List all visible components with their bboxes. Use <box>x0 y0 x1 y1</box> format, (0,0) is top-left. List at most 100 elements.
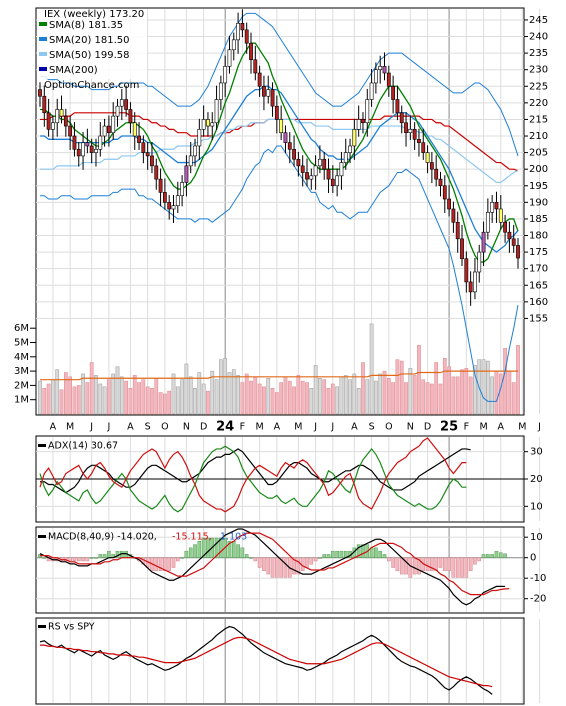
candle-body <box>451 208 456 223</box>
price-tick-label: 205 <box>529 148 548 159</box>
volume-bar <box>223 357 228 415</box>
candle-body <box>511 238 516 246</box>
month-label: F <box>240 422 245 433</box>
macd-histogram-bar <box>318 557 322 559</box>
month-label: A <box>127 422 134 433</box>
macd-histogram-bar <box>68 557 72 562</box>
adx--di-line <box>39 437 467 513</box>
volume-bar <box>128 388 133 415</box>
macd-histogram-bar <box>387 557 391 562</box>
candle-body <box>89 145 94 153</box>
macd-histogram-bar <box>270 557 275 578</box>
month-label: D <box>424 422 431 433</box>
volume-bar <box>158 392 163 415</box>
volume-bar <box>283 376 288 415</box>
volume-bar <box>313 365 318 415</box>
macd-histogram-bar <box>184 550 189 558</box>
candle-body <box>494 202 499 210</box>
candle-body <box>326 168 331 180</box>
macd-histogram-bar <box>378 550 382 558</box>
macd-histogram-bar <box>279 557 283 578</box>
candle-body <box>348 145 352 153</box>
candle-body <box>343 152 348 163</box>
volume-bar <box>309 388 314 415</box>
candle-body <box>115 105 120 117</box>
macd-histogram-bar <box>361 544 365 558</box>
macd-histogram-bar <box>253 557 258 562</box>
candle-body <box>412 129 417 140</box>
candle-body <box>442 185 447 200</box>
candle-body <box>111 115 116 134</box>
candle-body <box>227 49 232 67</box>
macd-histogram-bar <box>464 557 469 578</box>
macd-histogram-bar <box>305 557 309 568</box>
candlesticks <box>38 9 520 306</box>
macd-histogram-bar <box>176 557 180 562</box>
volume-bar <box>55 369 60 415</box>
candle-body <box>287 142 292 150</box>
candle-body <box>197 129 202 147</box>
candle-body <box>141 142 146 153</box>
rs-rs-line <box>39 625 493 695</box>
month-label: J <box>537 422 541 433</box>
volume-tick-label: 4M <box>14 352 29 363</box>
volume-bar <box>292 386 296 415</box>
candle-body <box>498 208 503 223</box>
candle-body <box>417 139 421 143</box>
macd-macd-line <box>39 528 506 606</box>
svg-text:ADX(14) 30.67: ADX(14) 30.67 <box>48 441 118 452</box>
price-tick-label: 175 <box>529 247 548 258</box>
volume-bar <box>244 373 249 415</box>
macd-histogram-bar <box>490 554 494 558</box>
candle-body <box>313 165 318 177</box>
month-label: 24 <box>216 420 234 435</box>
month-label: 25 <box>440 420 458 435</box>
volume-bar <box>498 373 503 415</box>
candle-body <box>55 109 60 124</box>
candle-body <box>253 59 258 74</box>
upper-band-line <box>40 12 519 157</box>
candle-body <box>68 125 73 137</box>
candle-body <box>214 99 219 124</box>
candle-body <box>335 175 340 187</box>
volume-bar <box>430 383 434 415</box>
macd-histogram-bar <box>468 557 473 572</box>
volume-bar <box>201 383 206 415</box>
volume-bar <box>46 383 51 415</box>
candle-body <box>102 125 107 137</box>
month-label: M <box>66 422 74 433</box>
macd-histogram-bar <box>158 557 163 572</box>
volume-bar <box>300 380 305 415</box>
volume-bar <box>175 386 180 415</box>
candle-body <box>38 89 42 97</box>
volume-bar <box>51 379 55 415</box>
volume-bar <box>494 370 499 415</box>
volume-bar <box>219 359 223 415</box>
candle-body <box>107 125 111 134</box>
month-label: S <box>145 422 151 433</box>
volume-bar <box>59 389 64 415</box>
volume-bar <box>352 373 357 415</box>
candle-body <box>322 158 327 170</box>
sma20-legend: SMA(20) 181.50 <box>49 35 130 46</box>
candle-body <box>59 109 64 117</box>
candle-body <box>210 122 215 127</box>
month-label: F <box>464 422 469 433</box>
macd-histogram-bar <box>201 537 206 558</box>
volume-bar <box>421 379 426 415</box>
month-label: N <box>407 422 414 433</box>
lower-band-line <box>40 145 519 402</box>
candle-body <box>128 109 133 124</box>
macd-signal-value: -15.115, <box>172 532 212 543</box>
macd-histogram-bar <box>292 557 296 575</box>
macd-histogram-bar <box>42 557 47 559</box>
candle-body <box>266 89 271 97</box>
price-tick-label: 165 <box>529 280 548 291</box>
price-tick-label: 190 <box>529 197 548 208</box>
macd-histogram-bar <box>447 557 451 572</box>
sma8-swatch <box>39 22 47 26</box>
volume-bar <box>98 383 103 415</box>
macd-histogram-bar <box>477 557 482 562</box>
candle-body <box>124 99 129 110</box>
candle-body <box>292 148 296 160</box>
